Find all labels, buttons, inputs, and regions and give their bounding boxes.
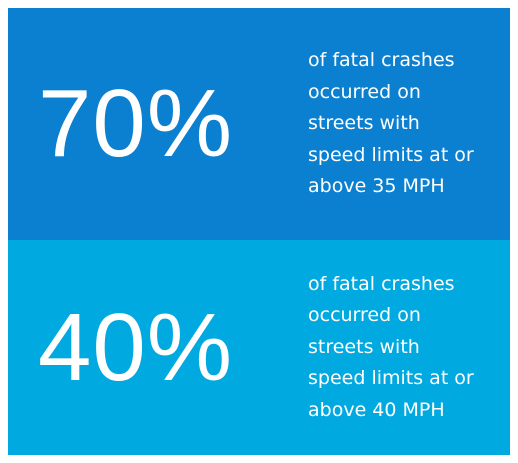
description-line: occurred on (308, 304, 421, 327)
stat-description: of fatal crashes occurred on streets with s… (308, 45, 474, 203)
stat-panel: 70% of fatal crashes occurred on streets wi… (8, 8, 510, 455)
stat-value: 70% (38, 70, 234, 177)
description-line: of fatal crashes (308, 49, 455, 72)
description-line: of fatal crashes (308, 272, 455, 295)
stat-description: of fatal crashes occurred on streets with s… (308, 269, 474, 427)
stat-value: 40% (38, 293, 234, 401)
description-line: above 35 MPH (308, 175, 445, 198)
stat-block: 70% of fatal crashes occurred on streets wi… (8, 8, 510, 240)
stat-block: 40% of fatal crashes occurred on streets wi… (8, 240, 510, 455)
description-line: occurred on (308, 80, 421, 103)
description-line: speed limits at or (308, 367, 474, 390)
description-line: speed limits at or (308, 143, 474, 166)
description-line: streets with (308, 335, 420, 358)
description-line: streets with (308, 112, 420, 135)
description-line: above 40 MPH (308, 398, 445, 421)
